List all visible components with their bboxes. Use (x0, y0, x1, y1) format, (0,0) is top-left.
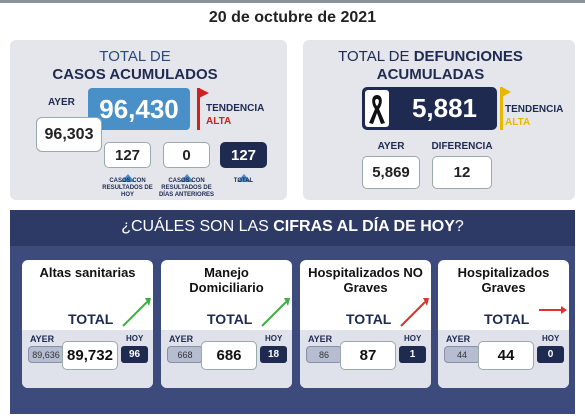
top-rule (0, 0, 585, 3)
deaths-title-prefix: TOTAL DE (338, 48, 414, 65)
question-bold: CIFRAS AL DÍA DE HOY (273, 218, 455, 235)
trend-value: ALTA (505, 117, 531, 128)
trend-arrow-svg (122, 298, 151, 327)
date: 20 de octubre de 2021 (208, 9, 377, 26)
trend-arrow (537, 296, 569, 333)
breakdown-label: CASOS CON RESULTADOS DE DÍAS ANTERIORES (158, 178, 215, 198)
today-label: HOY (265, 334, 283, 343)
card-total: 87 (340, 341, 396, 370)
card-total-label: TOTAL (346, 311, 392, 327)
question: ¿CUÁLES SON LAS CIFRAS AL DÍA DE HOY? (10, 218, 575, 236)
today-label: HOY (542, 334, 560, 343)
pointer-svg (121, 174, 135, 182)
cases-title: CASOS ACUMULADOS (52, 66, 218, 83)
deaths-yesterday: 5,869 (362, 156, 420, 189)
card-yesterday: 668 (167, 346, 203, 363)
pointer-svg (180, 174, 194, 182)
trend-arrow (121, 296, 153, 333)
trend-flag (502, 87, 511, 97)
card-total-label: TOTAL (207, 311, 253, 327)
pointer-svg (237, 174, 251, 182)
trend-label: TENDENCIA (505, 104, 564, 115)
yesterday-label: AYER (446, 334, 471, 344)
question-prefix: ¿CUÁLES SON LAS (121, 218, 274, 235)
deaths-difference: 12 (432, 156, 492, 189)
card-title: Altas sanitarias (39, 265, 136, 280)
difference-label: DIFERENCIA (431, 141, 493, 152)
breakdown-label: CASOS CON RESULTADOS DE HOY (102, 178, 153, 198)
question-suffix: ? (454, 218, 464, 235)
card-yesterday: 89,636 (28, 346, 64, 363)
today-label: HOY (126, 334, 144, 343)
card-title: Hospitalizados NO Graves (308, 265, 423, 295)
trend-arrow-svg (539, 306, 567, 314)
cases-yesterday: 96,303 (36, 117, 102, 152)
breakdown-value: 127 (220, 142, 267, 168)
card-total-label: TOTAL (68, 311, 114, 327)
deaths-title: ACUMULADAS (376, 66, 485, 83)
card-total: 44 (478, 341, 534, 370)
cases-total: 96,430 (88, 88, 190, 130)
deaths-title-bold: DEFUNCIONES (413, 48, 523, 65)
trend-arrow (399, 296, 431, 333)
pointer (237, 169, 251, 187)
trend-flag (199, 88, 209, 98)
card-total: 686 (201, 341, 257, 370)
trend-arrow (260, 296, 292, 333)
pointer (180, 169, 194, 187)
yesterday-label: AYER (169, 334, 194, 344)
card-today: 1 (399, 346, 426, 363)
ribbon-icon (369, 95, 385, 124)
cases-title: TOTAL DE (99, 48, 171, 65)
card-today: 18 (260, 346, 287, 363)
yesterday-label: AYER (48, 97, 75, 108)
card-yesterday: 44 (444, 346, 480, 363)
trend-arrow-svg (400, 298, 429, 327)
trend-bar (500, 87, 503, 130)
card-today: 0 (537, 346, 564, 363)
deaths-total: 5,881 (411, 93, 478, 123)
card-title: Hospitalizados Graves (457, 265, 550, 295)
breakdown-value: 127 (104, 142, 151, 168)
yesterday-label: AYER (308, 334, 333, 344)
breakdown-value: 0 (163, 142, 210, 168)
pointer (121, 169, 135, 187)
trend-label: TENDENCIA (206, 103, 265, 114)
card-yesterday: 86 (306, 346, 342, 363)
deaths-title: TOTAL DE DEFUNCIONES (303, 48, 558, 65)
yesterday-label: AYER (377, 141, 405, 152)
card-today: 96 (121, 346, 148, 363)
breakdown-label: TOTAL (233, 178, 254, 184)
today-label: HOY (404, 334, 422, 343)
card-total: 89,732 (62, 341, 118, 370)
trend-arrow-svg (261, 298, 290, 327)
trend-bar (197, 88, 200, 130)
card-title: Manejo Domiciliario (189, 265, 264, 295)
card-total-label: TOTAL (484, 311, 530, 327)
yesterday-label: AYER (30, 334, 55, 344)
trend-value: ALTA (206, 116, 232, 127)
